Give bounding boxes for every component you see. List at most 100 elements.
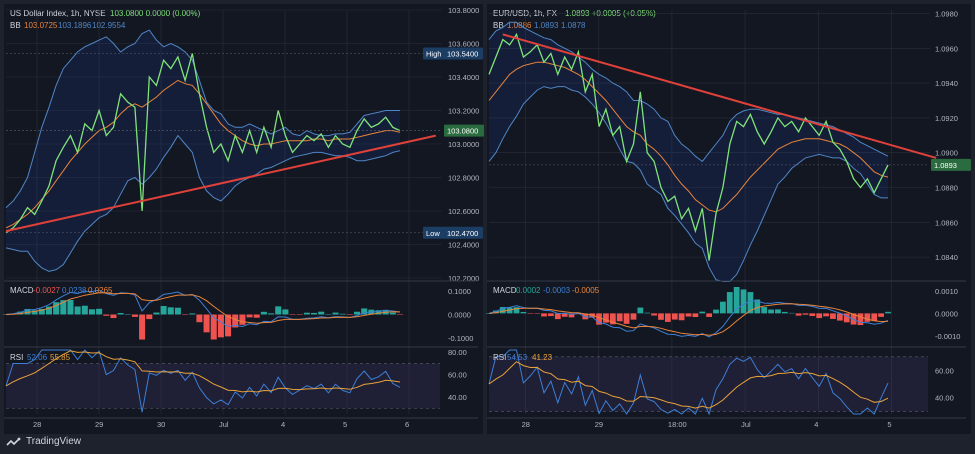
chart-right-bb-label: BB: [493, 21, 504, 30]
chart-left-macd-histogram-bar: [260, 311, 267, 315]
chart-left-trend-line: [5, 134, 437, 233]
tradingview-logo-icon: [6, 437, 21, 446]
chart-left-rsi-y-tick-label: 60.00: [448, 371, 467, 380]
chart-right-last-price-tag: [931, 158, 971, 171]
tradingview-watermark-text: TradingView: [26, 436, 82, 447]
chart-left-macd-histogram-bar: [203, 314, 210, 333]
chart-right-y-tick-label: 1.0840: [935, 253, 958, 262]
chart-left-rsi-y-tick-label: 80.00: [448, 348, 467, 357]
chart-left-macd-histogram-bar: [167, 307, 174, 315]
chart-left-macd-histogram-bar: [339, 313, 346, 315]
chart-left-macd-signal-value: 0.0265: [88, 286, 113, 295]
chart-left-macd-value: 0.0238: [62, 286, 87, 295]
chart-right-last-price-label: 1.0893: [934, 161, 957, 170]
chart-left-macd-histogram-bar: [139, 314, 146, 340]
chart-left-x-tick-label: 6: [405, 420, 409, 429]
chart-left-bb-band-fill: [6, 30, 400, 272]
chart-left-high-value: 103.5400: [447, 50, 478, 59]
chart-right-macd-histogram-bar: [685, 313, 692, 317]
chart-left-macd-histogram-bar: [346, 314, 353, 315]
chart-right-macd-histogram-bar: [692, 313, 699, 317]
chart-right-macd-y-tick-label: -0.0010: [935, 332, 960, 341]
chart-right-macd-histogram-bar: [548, 313, 554, 317]
chart-left-macd-histogram-bar: [60, 300, 67, 315]
chart-right-macd-histogram-bar: [809, 313, 816, 317]
chart-right-macd-histogram-bar: [534, 313, 541, 314]
chart-right-macd-hist-value: 0.0002: [516, 286, 541, 295]
chart-right-macd-histogram-bar: [609, 313, 616, 325]
chart-right-macd-histogram-bar: [527, 313, 534, 314]
chart-right-bb-upper-value: 1.0893: [534, 21, 559, 30]
chart-right-rsi-pane: 60.00 40.00: [488, 349, 954, 416]
chart-left-macd-histogram-bar: [318, 311, 325, 315]
chart-right-y-tick-label: 1.0920: [935, 114, 958, 123]
chart-right-macd-y-tick-label: 0.0010: [935, 287, 958, 296]
chart-left-macd-histogram-bar: [375, 310, 382, 315]
chart-right-macd-histogram-bar: [554, 313, 561, 320]
chart-left-y-tick-label: 102.2000: [448, 274, 479, 283]
chart-right-macd-signal-line: [488, 303, 889, 336]
chart-left-rsi-ma-line: [5, 350, 401, 393]
chart-right-macd-y-tick-label: 0.0000: [935, 309, 958, 318]
chart-right-background: [487, 4, 971, 434]
chart-left-high-label: High: [426, 50, 441, 59]
chart-right-macd-histogram-bar: [651, 313, 657, 316]
chart-left-rsi-label: RSI: [10, 353, 23, 362]
chart-right-y-tick-label: 1.0980: [935, 9, 958, 18]
chart-right-macd-histogram-bar: [644, 312, 651, 314]
chart-left-macd-histogram-bar: [96, 308, 103, 315]
chart-right-y-tick-label: 1.0900: [935, 149, 958, 158]
chart-right-macd-histogram-bar: [795, 313, 802, 316]
chart-right-macd-histogram-bar: [520, 311, 527, 314]
chart-right-x-tick-label: 18:00: [668, 420, 687, 429]
chart-right-macd-histogram-bar: [616, 313, 623, 322]
chart-left-rsi-value: 52.06: [27, 353, 48, 362]
tradingview-watermark: TradingView: [6, 436, 81, 447]
chart-left-macd-histogram-bar: [38, 308, 45, 315]
chart-right-x-tick-label: 5: [887, 420, 891, 429]
chart-left-macd-histogram-bar: [88, 309, 95, 315]
chart-right-x-tick-label: Jul: [741, 420, 751, 429]
chart-left-macd-y-tick-label: 0.0000: [448, 311, 471, 320]
chart-left-x-tick-label: 4: [281, 420, 285, 429]
chart-left-x-tick-label: 5: [343, 420, 347, 429]
chart-right-macd-histogram-bar: [754, 299, 761, 314]
chart-left-macd-hist-value: -0.0027: [33, 286, 61, 295]
chart-right-macd-histogram-bar: [775, 309, 781, 314]
chart-left-y-tick-label: 103.6000: [448, 40, 479, 49]
chart-right-macd-histogram-bar: [713, 309, 719, 314]
chart-left-macd-histogram-bar: [2, 314, 10, 315]
chart-right-bb-upper-line: [488, 21, 889, 163]
chart-right-macd-histogram-bar: [513, 307, 520, 314]
chart-right-macd-histogram-bar: [816, 313, 823, 319]
chart-right-bb-basis-value: 1.0886: [507, 21, 532, 30]
chart-left-macd-histogram-bar: [217, 314, 224, 338]
chart-left-last-price-label: 103.0800: [447, 127, 478, 136]
chart-left-macd-histogram-bar: [117, 313, 124, 315]
chart-left-macd-y-tick-label: 0.1000: [448, 287, 471, 296]
chart-left-macd-histogram-bar: [246, 314, 253, 318]
chart-left-price-line: [5, 53, 401, 234]
chart-left-macd-pane: 0.1000 0.0000 -0.1000: [2, 287, 473, 343]
chart-left-macd-histogram-bar: [389, 312, 396, 315]
chart-left-macd-histogram-bar: [67, 300, 74, 315]
chart-left-macd-histogram-bar: [160, 306, 167, 315]
chart-left-macd-histogram-bar: [253, 314, 260, 318]
chart-left-macd-histogram-bar: [268, 313, 275, 315]
chart-right-macd-histogram-bar: [885, 311, 891, 314]
chart-left-bb-lower-line: [5, 134, 401, 272]
chart-left-rsi-line: [5, 349, 401, 413]
chart-right-x-tick-label: 29: [595, 420, 603, 429]
chart-left-y-tick-label: 103.0000: [448, 140, 479, 149]
chart-right-macd-histogram-bar: [706, 313, 713, 317]
chart-right-macd-histogram-bar: [486, 313, 492, 314]
chart-left-macd-histogram-bar: [332, 312, 339, 315]
chart-right-rsi-ma-line: [488, 361, 889, 409]
chart-left-macd-label: MACD: [10, 286, 34, 295]
chart-left-macd-histogram-bar: [110, 314, 117, 319]
chart-right-bb-lower-value: 1.0878: [561, 21, 586, 30]
chart-right-macd-histogram-bar: [768, 309, 774, 314]
chart-right-rsi-label: RSI: [493, 353, 506, 362]
chart-left-y-tick-label: 102.4000: [448, 241, 479, 250]
chart-left-background: [4, 4, 483, 434]
